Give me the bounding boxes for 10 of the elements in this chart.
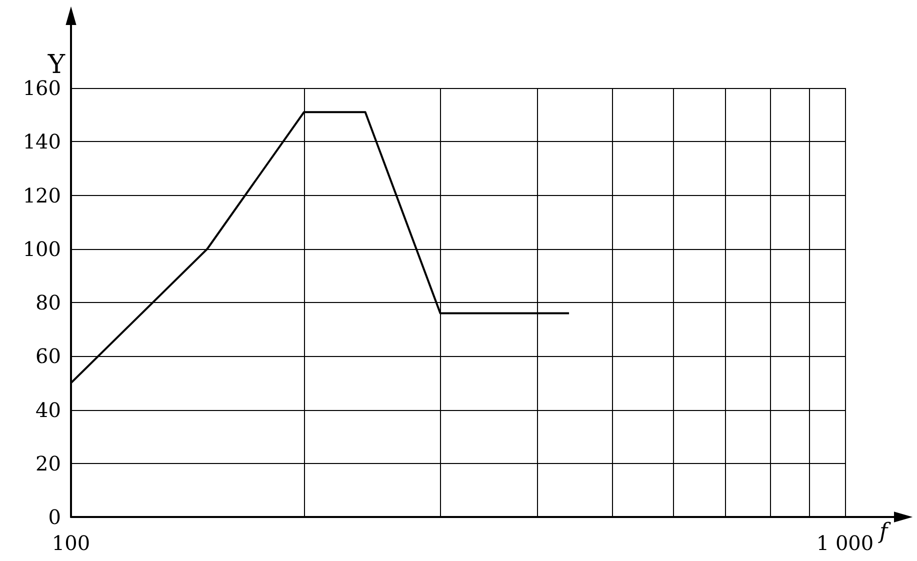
y-tick-label: 0 [48, 505, 61, 529]
y-tick-label: 60 [36, 344, 61, 368]
y-tick-label: 120 [22, 183, 61, 208]
y-tick-label: 140 [22, 130, 61, 154]
y-tick-label: 40 [36, 398, 61, 422]
x-axis-title: f [878, 520, 892, 544]
y-tick-label: 80 [36, 290, 61, 314]
y-tick-label: 100 [22, 236, 61, 261]
x-tick-label: 1 000 [816, 531, 874, 555]
y-tick-label: 20 [36, 451, 61, 476]
